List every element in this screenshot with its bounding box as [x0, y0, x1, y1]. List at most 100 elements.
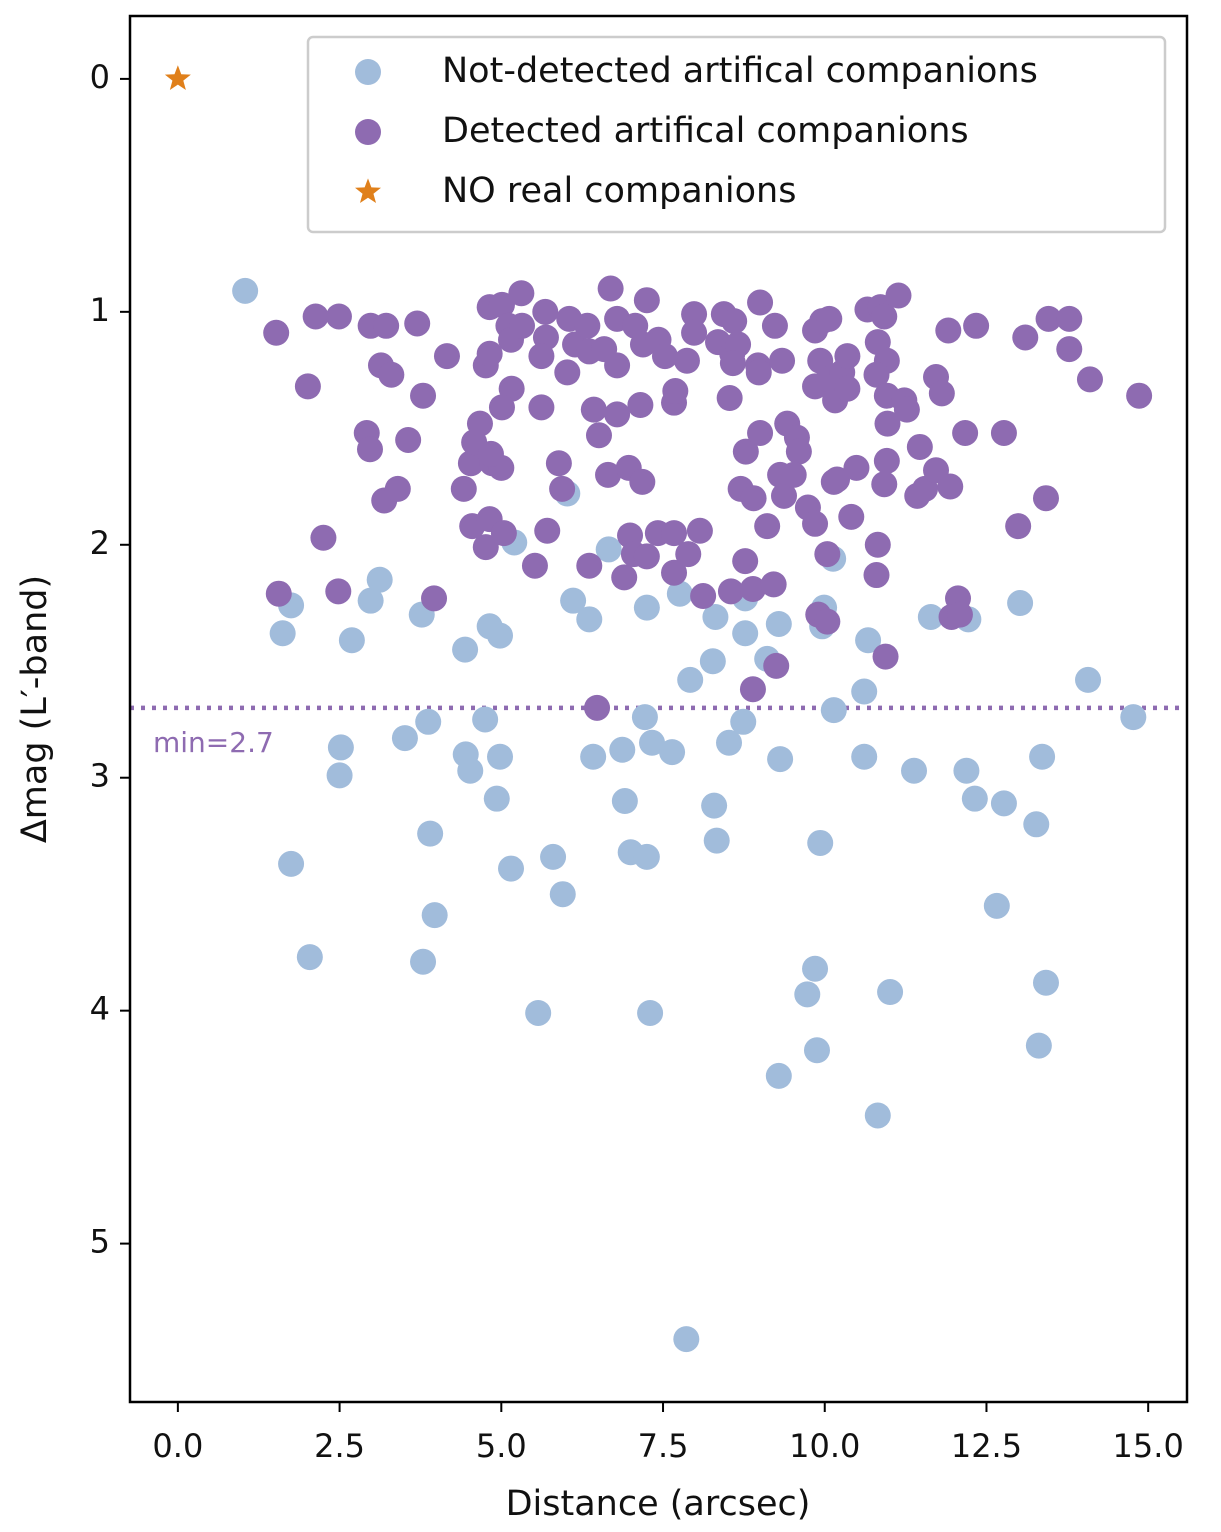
data-point: [545, 450, 572, 477]
data-point: [770, 482, 797, 509]
data-point: [765, 610, 792, 637]
data-point: [702, 603, 729, 630]
data-point: [487, 743, 514, 770]
data-point: [457, 757, 484, 784]
data-point: [807, 829, 834, 856]
legend-label: NO real companions: [442, 171, 796, 211]
data-point: [1126, 382, 1153, 409]
data-point: [928, 380, 955, 407]
y-tick-label: 0: [90, 58, 110, 96]
data-point: [901, 757, 928, 784]
data-point: [686, 517, 713, 544]
data-point: [549, 881, 576, 908]
data-point: [549, 475, 576, 502]
data-point: [871, 303, 898, 330]
data-point: [302, 303, 329, 330]
data-point: [701, 792, 728, 819]
y-tick-label: 4: [90, 990, 110, 1028]
y-tick-label: 3: [90, 757, 110, 795]
data-point: [838, 503, 865, 530]
data-point: [639, 729, 666, 756]
data-point: [294, 373, 321, 400]
data-point: [384, 475, 411, 502]
data-point: [677, 666, 704, 693]
data-point: [953, 757, 980, 784]
data-point: [421, 902, 448, 929]
data-point: [675, 541, 702, 568]
data-point: [963, 312, 990, 339]
data-point: [576, 552, 603, 579]
data-point: [673, 347, 700, 374]
data-point: [1032, 969, 1059, 996]
data-point: [278, 850, 305, 877]
y-tick-label: 5: [90, 1223, 110, 1261]
data-point: [761, 312, 788, 339]
data-point: [739, 676, 766, 703]
data-point: [629, 468, 656, 495]
data-point: [508, 280, 535, 307]
data-point: [690, 583, 717, 610]
data-point: [666, 580, 693, 607]
data-point: [265, 580, 292, 607]
data-point: [732, 620, 759, 647]
data-point: [378, 361, 405, 388]
data-point: [580, 396, 607, 423]
x-axis-label: Distance (arcsec): [506, 1484, 811, 1524]
x-tick-label: 12.5: [951, 1427, 1022, 1465]
data-point: [631, 704, 658, 731]
threshold-label: min=2.7: [153, 726, 274, 759]
data-point: [681, 319, 708, 346]
data-point: [877, 979, 904, 1006]
legend-label: Not-detected artifical companions: [442, 51, 1038, 91]
data-point: [554, 359, 581, 386]
data-point: [917, 603, 944, 630]
data-point: [417, 820, 444, 847]
data-point: [1029, 743, 1056, 770]
y-tick-label: 1: [90, 291, 110, 329]
legend-marker: [355, 119, 381, 145]
x-tick-label: 0.0: [152, 1427, 203, 1465]
data-point: [488, 291, 515, 318]
data-point: [1023, 811, 1050, 838]
data-point: [476, 340, 503, 367]
data-point: [637, 999, 664, 1026]
data-point: [769, 347, 796, 374]
data-point: [357, 587, 384, 614]
data-point: [871, 471, 898, 498]
data-point: [716, 385, 743, 412]
data-point: [633, 287, 660, 314]
data-point: [457, 450, 484, 477]
data-point: [609, 736, 636, 763]
data-point: [296, 944, 323, 971]
data-point: [843, 454, 870, 481]
data-point: [824, 466, 851, 493]
x-tick-label: 10.0: [789, 1427, 860, 1465]
data-point: [521, 552, 548, 579]
data-point: [1056, 305, 1083, 332]
data-point: [747, 289, 774, 316]
data-point: [466, 410, 493, 437]
data-point: [732, 438, 759, 465]
data-point: [373, 312, 400, 339]
data-point: [232, 277, 259, 304]
data-point: [404, 310, 431, 337]
legend-label: Detected artifical companions: [442, 111, 969, 151]
data-point: [1032, 485, 1059, 512]
data-point: [391, 725, 418, 752]
data-point: [1056, 336, 1083, 363]
data-point: [946, 601, 973, 628]
data-point: [580, 743, 607, 770]
data-point: [1005, 513, 1032, 540]
data-point: [681, 301, 708, 328]
data-point: [490, 520, 517, 547]
data-point: [872, 643, 899, 670]
data-point: [719, 350, 746, 377]
data-point: [338, 627, 365, 654]
data-point: [661, 559, 688, 586]
data-point: [874, 410, 901, 437]
data-point: [754, 513, 781, 540]
data-point: [472, 706, 499, 733]
x-tick-label: 15.0: [1113, 1427, 1184, 1465]
data-point: [906, 433, 933, 460]
data-point: [1007, 590, 1034, 617]
